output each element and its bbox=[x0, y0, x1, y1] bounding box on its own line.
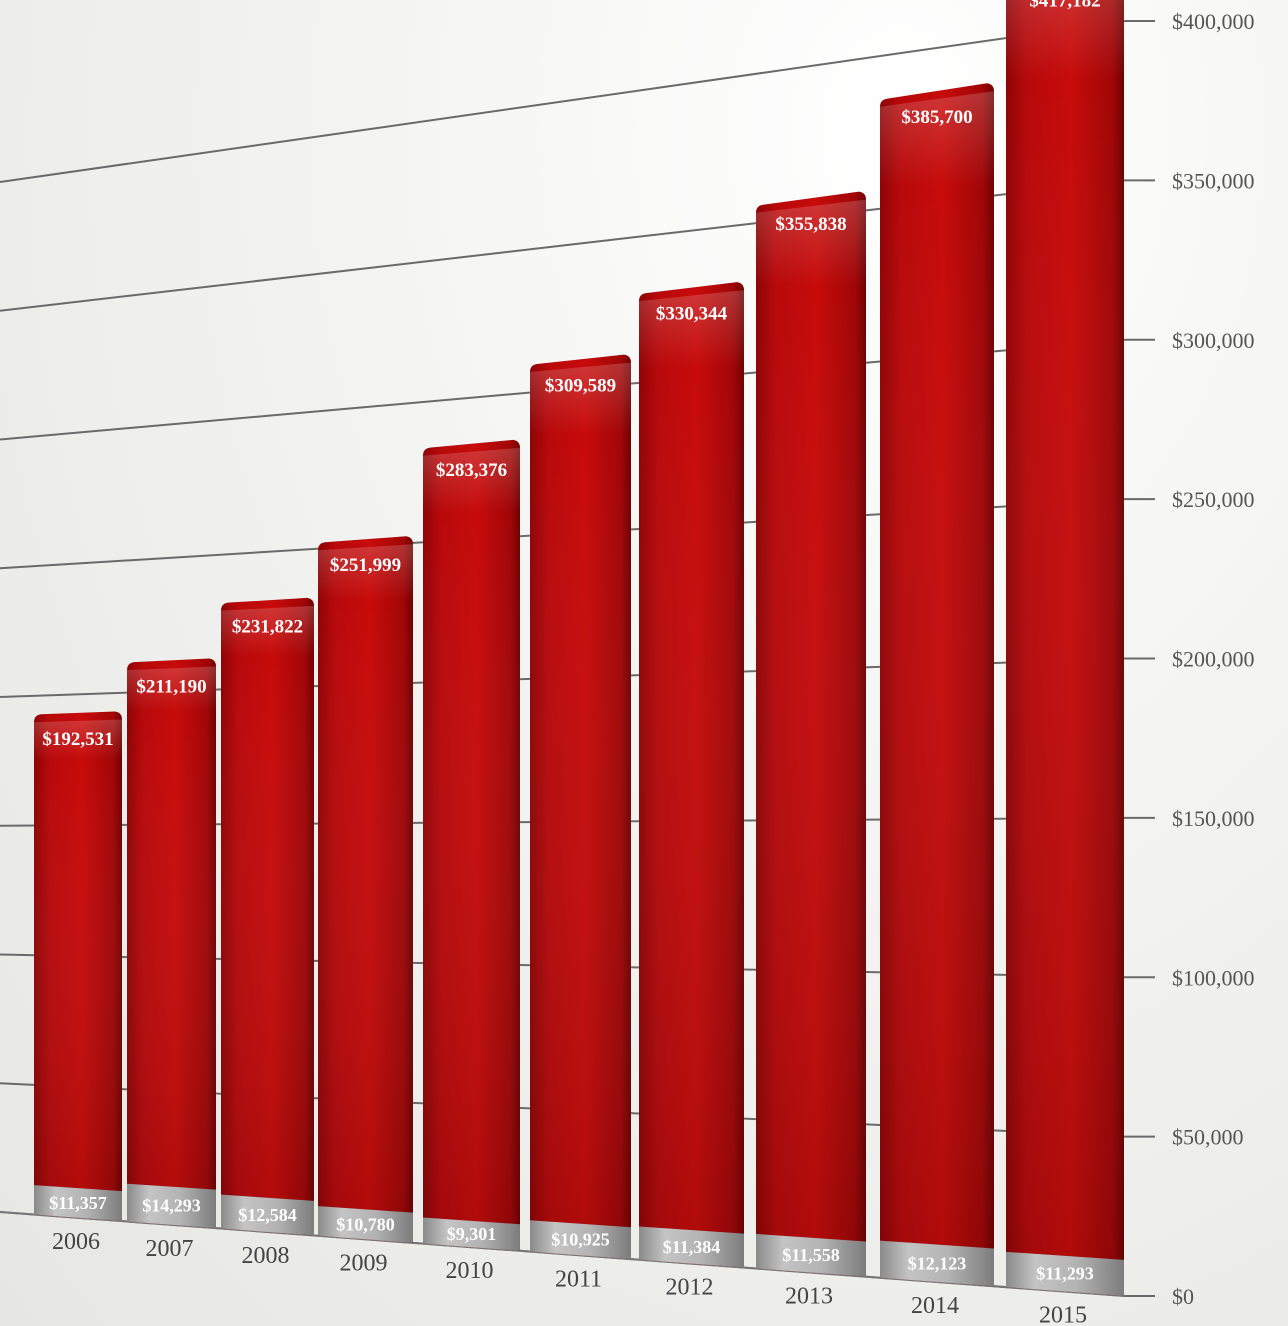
bar-base-segment bbox=[880, 1240, 994, 1287]
bars: $192,531 $11,357 $211,190 $14,293 $231,822 $1… bbox=[34, 0, 1124, 1296]
base-value-label: $11,384 bbox=[663, 1237, 721, 1257]
bar-base-segment bbox=[34, 1185, 122, 1222]
bar-2011: $309,589 $10,925 bbox=[530, 354, 631, 1260]
category-label: 2011 bbox=[555, 1266, 602, 1292]
bar-base-segment bbox=[127, 1183, 216, 1229]
category-label: 2007 bbox=[146, 1236, 194, 1262]
base-value-label: $10,780 bbox=[336, 1214, 395, 1234]
category-label: 2009 bbox=[340, 1250, 388, 1276]
category-label: 2012 bbox=[666, 1275, 714, 1301]
value-label: $417,182 bbox=[1029, 0, 1100, 11]
bar-shading bbox=[34, 719, 122, 1222]
bar-2013: $355,838 $11,558 bbox=[756, 191, 866, 1277]
bar-shading bbox=[318, 544, 413, 1243]
bar-2006: $192,531 $11,357 bbox=[34, 711, 122, 1222]
bar-2010: $283,376 $9,301 bbox=[423, 439, 520, 1251]
gridline bbox=[0, 20, 1126, 183]
bar-shading bbox=[221, 605, 314, 1236]
bar-base-segment bbox=[318, 1206, 413, 1243]
category-label: 2013 bbox=[785, 1284, 833, 1310]
value-label: $231,822 bbox=[232, 616, 303, 637]
base-value-label: $11,293 bbox=[1036, 1264, 1094, 1284]
category-label: 2008 bbox=[242, 1243, 290, 1269]
value-label: $355,838 bbox=[775, 214, 846, 235]
base-value-label: $14,293 bbox=[142, 1196, 201, 1216]
bar-2008: $231,822 $12,584 bbox=[221, 597, 314, 1236]
category-label: 2015 bbox=[1039, 1303, 1087, 1326]
base-value-label: $9,301 bbox=[447, 1224, 497, 1244]
bar-shading bbox=[1006, 0, 1124, 1296]
bar-shading bbox=[423, 447, 520, 1251]
base-value-label: $11,558 bbox=[782, 1245, 840, 1265]
base-value-label: $12,123 bbox=[908, 1253, 967, 1273]
category-label: 2010 bbox=[446, 1258, 494, 1284]
bar-2012: $330,344 $11,384 bbox=[639, 282, 744, 1268]
bar-2009: $251,999 $10,780 bbox=[318, 536, 413, 1243]
bar-2015: $417,182 $11,293 bbox=[1006, 0, 1124, 1296]
x-axis: 2006 2007 2008 2009 2010 2011 2012 2013 2014 2015 bbox=[52, 1229, 1087, 1326]
y-tick-label: $0 bbox=[1172, 1284, 1194, 1309]
y-tick-label: $250,000 bbox=[1172, 487, 1255, 512]
value-label: $251,999 bbox=[330, 555, 401, 576]
y-tick-label: $50,000 bbox=[1172, 1125, 1244, 1150]
base-value-label: $10,925 bbox=[551, 1230, 610, 1250]
y-axis: $0 $50,000 $100,000 $150,000 $200,000 $250,00… bbox=[1125, 9, 1255, 1309]
base-value-label: $12,584 bbox=[238, 1205, 297, 1225]
category-label: 2014 bbox=[911, 1293, 959, 1319]
value-label: $309,589 bbox=[545, 375, 616, 396]
y-tick-label: $150,000 bbox=[1172, 806, 1255, 831]
bar-shading bbox=[639, 290, 744, 1268]
bar-shading bbox=[756, 199, 866, 1277]
value-label: $330,344 bbox=[656, 304, 728, 325]
bar-base-segment bbox=[423, 1217, 520, 1251]
base-value-label: $11,357 bbox=[49, 1193, 107, 1213]
bar-2007: $211,190 $14,293 bbox=[127, 658, 216, 1229]
bar-2014: $385,700 $12,123 bbox=[880, 83, 994, 1287]
value-label: $385,700 bbox=[901, 107, 972, 128]
value-label: $283,376 bbox=[436, 460, 507, 481]
bar-base-segment bbox=[221, 1194, 314, 1236]
bar-shading bbox=[880, 91, 994, 1287]
bar-shading bbox=[127, 666, 216, 1229]
y-tick-label: $350,000 bbox=[1172, 168, 1255, 193]
bar-base-segment bbox=[1006, 1251, 1124, 1296]
category-label: 2006 bbox=[52, 1229, 100, 1255]
bar-shading bbox=[530, 362, 631, 1260]
y-tick-label: $300,000 bbox=[1172, 328, 1255, 353]
y-tick-label: $400,000 bbox=[1172, 9, 1255, 34]
value-label: $192,531 bbox=[42, 729, 113, 750]
y-tick-label: $200,000 bbox=[1172, 647, 1255, 672]
y-tick-label: $100,000 bbox=[1172, 965, 1255, 990]
value-label: $211,190 bbox=[136, 676, 206, 697]
bar-base-segment bbox=[639, 1226, 744, 1268]
bar-base-segment bbox=[530, 1220, 631, 1260]
bar-base-segment bbox=[756, 1233, 866, 1277]
